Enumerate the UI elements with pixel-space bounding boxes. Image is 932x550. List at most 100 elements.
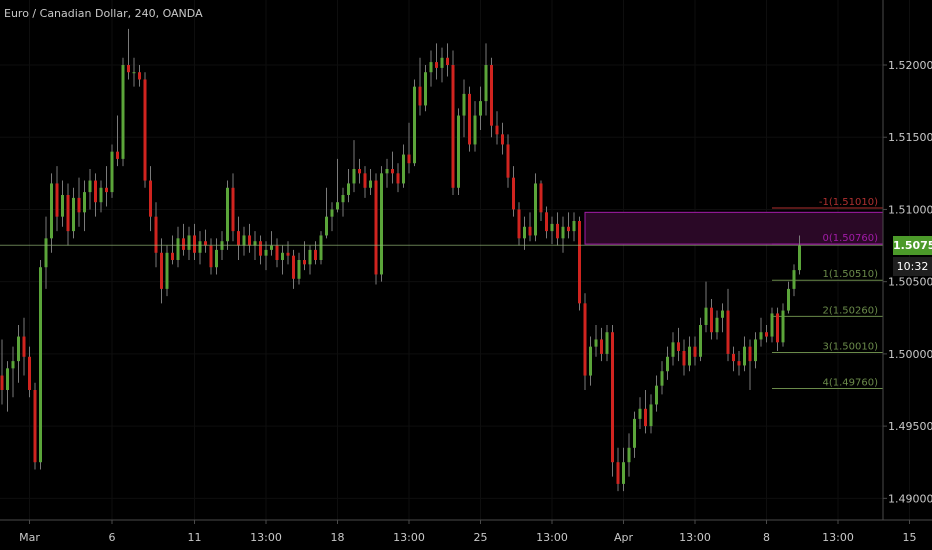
candle-up: [308, 249, 312, 265]
y-tick-label: 1.49500: [888, 420, 932, 433]
candle-down: [358, 169, 361, 174]
candle-up: [198, 241, 202, 253]
candle-up: [721, 310, 724, 318]
price-axis[interactable]: 1.49000 1.49500 1.50000 1.50500 1.51000 1.515…: [883, 59, 932, 505]
candle-down: [374, 180, 378, 275]
candle-down: [506, 144, 510, 178]
candle-down: [495, 125, 499, 135]
x-tick-label: 13:00: [536, 531, 568, 544]
candle-up: [110, 151, 114, 193]
candle-down: [490, 65, 493, 126]
candle-down: [556, 223, 559, 239]
candle-down: [303, 260, 306, 265]
candle-up: [704, 307, 708, 325]
candle-up: [792, 270, 796, 289]
x-tick-label: 13:00: [822, 531, 854, 544]
candle-down: [528, 226, 532, 236]
candle-up: [655, 385, 658, 405]
candle-down: [435, 62, 438, 68]
y-tick-label: 1.50500: [888, 276, 932, 289]
candle-down: [539, 183, 543, 213]
x-tick-label: 8: [763, 531, 770, 544]
candle-up: [61, 195, 64, 217]
candle-down: [501, 134, 504, 145]
fib-level-label: 1(1.50510): [822, 269, 878, 280]
fib-level-label: -1(1.51010): [819, 197, 878, 208]
candle-up: [330, 209, 334, 217]
candle-up: [440, 57, 444, 68]
candle-down: [776, 313, 779, 343]
candle-up: [88, 180, 92, 193]
x-tick-label: 13:00: [250, 531, 282, 544]
candle-down: [446, 57, 449, 65]
fib-level-label: 3(1.50010): [822, 341, 878, 352]
candle-down: [28, 356, 31, 390]
candle-up: [660, 371, 664, 386]
candle-down: [644, 408, 647, 427]
x-tick-label: 11: [188, 531, 202, 544]
candle-up: [633, 418, 636, 448]
fib-level-label: 0(1.50760): [822, 233, 878, 244]
candle-down: [677, 342, 680, 351]
candle-down: [193, 235, 196, 253]
candle-up: [688, 346, 691, 366]
candle-up: [341, 195, 345, 203]
candle-up: [72, 197, 75, 232]
candle-down: [710, 307, 713, 333]
bar-countdown-tag: 10:32: [893, 257, 932, 277]
candle-up: [594, 339, 598, 347]
candle-up: [638, 408, 642, 419]
candle-up: [666, 356, 669, 372]
candle-down: [545, 212, 548, 232]
candle-down: [583, 303, 587, 376]
candle-down: [391, 169, 394, 174]
candle-down: [116, 151, 119, 159]
candle-up: [270, 245, 273, 250]
candle-up: [336, 202, 339, 210]
candle-up: [347, 183, 350, 195]
candle-down: [154, 216, 158, 253]
candle-up: [589, 346, 592, 376]
candle-down: [693, 346, 697, 357]
candle-down: [182, 238, 185, 250]
candle-down: [127, 65, 130, 73]
candle-up: [649, 404, 653, 427]
candle-up: [484, 65, 488, 102]
candle-up: [754, 339, 757, 362]
candle-up: [770, 313, 774, 337]
candle-up: [479, 101, 482, 116]
candle-down: [682, 351, 686, 366]
candle-down: [737, 361, 741, 366]
candle-up: [385, 169, 389, 174]
candle-up: [83, 192, 86, 213]
candle-up: [226, 187, 229, 242]
candle-down: [292, 255, 295, 279]
candle-down: [600, 339, 603, 354]
time-axis[interactable]: Mar 6 11 13:00 18 13:00 25 13:00 Apr 13:00 8 13:00 1…: [19, 520, 917, 544]
y-tick-label: 1.51500: [888, 131, 932, 144]
candle-down: [55, 183, 59, 217]
candle-up: [6, 368, 9, 390]
candle-up: [787, 288, 790, 311]
candle-up: [715, 317, 719, 333]
candle-up: [17, 336, 20, 362]
supply-zone[interactable]: [584, 211, 884, 245]
candle-up: [44, 238, 48, 268]
candle-down: [209, 245, 213, 268]
chart-title: Euro / Canadian Dollar, 240, OANDA: [4, 7, 203, 20]
candle-down: [314, 249, 317, 260]
candle-down: [138, 72, 141, 80]
candle-up: [380, 173, 383, 275]
fibonacci-levels[interactable]: -1(1.51010) 0(1.50760) 1(1.50510) 2(1.50260…: [772, 197, 883, 390]
candle-down: [248, 235, 251, 246]
x-tick-label: Mar: [19, 531, 40, 544]
x-tick-label: 13:00: [393, 531, 425, 544]
y-tick-label: 1.50000: [888, 348, 932, 361]
x-tick-label: 15: [903, 531, 917, 544]
candle-up: [215, 249, 218, 268]
candle-up: [352, 169, 356, 184]
candle-down: [105, 187, 108, 193]
y-tick-label: 1.52000: [888, 59, 932, 72]
candle-down: [732, 353, 735, 362]
